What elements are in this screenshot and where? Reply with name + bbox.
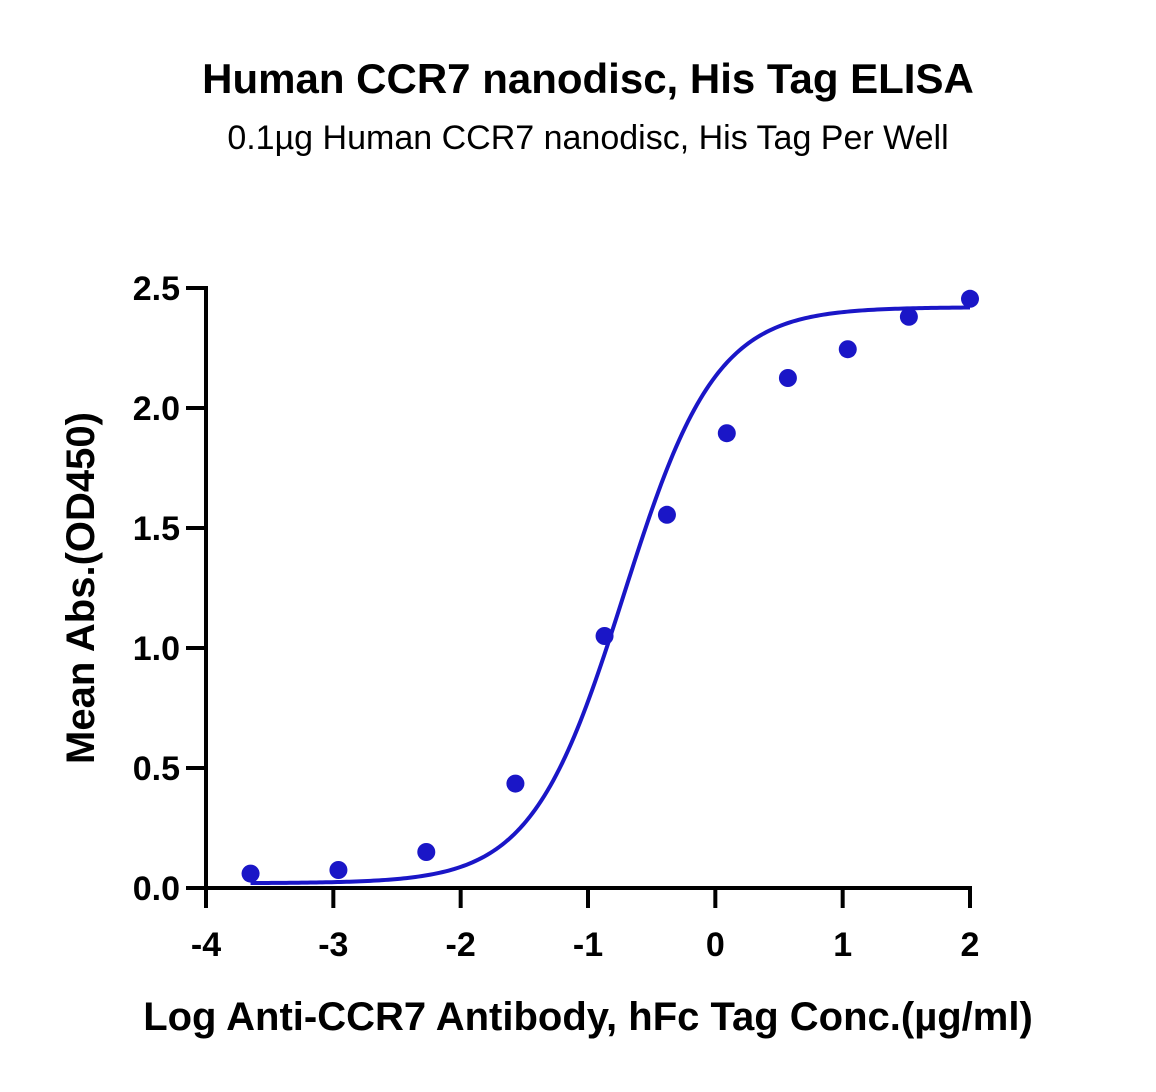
data-point xyxy=(838,340,857,359)
x-axis-label: Log Anti-CCR7 Antibody, hFc Tag Conc.(µg… xyxy=(143,995,1033,1039)
data-point xyxy=(778,369,797,387)
data-point xyxy=(241,864,260,883)
x-tick-label: -2 xyxy=(446,926,476,964)
x-tick-label: -4 xyxy=(191,926,221,964)
x-tick-label: 1 xyxy=(833,926,852,964)
fit-curve xyxy=(250,305,971,886)
data-point xyxy=(657,505,676,524)
data-point xyxy=(961,289,979,308)
x-tick-label: -3 xyxy=(318,926,348,964)
ticks: 0.0 0.5 1.0 1.5 2.0 2.5 -4 -3 -2 -1 0 1 2 xyxy=(133,270,980,964)
y-tick-label: 1.5 xyxy=(133,510,180,548)
y-tick-label: 2.0 xyxy=(133,390,180,428)
chart-subtitle: 0.1µg Human CCR7 nanodisc, His Tag Per W… xyxy=(227,119,948,157)
data-point xyxy=(506,774,525,793)
fit-curve-group xyxy=(250,305,971,886)
y-tick-label: 1.0 xyxy=(133,630,180,668)
data-point xyxy=(717,424,736,443)
data-point xyxy=(899,307,918,326)
data-point xyxy=(329,861,348,879)
x-tick-label: 0 xyxy=(706,926,725,964)
y-tick-label: 0.0 xyxy=(133,870,180,908)
x-tick-label: -1 xyxy=(573,926,603,964)
y-tick-label: 0.5 xyxy=(133,750,180,788)
y-tick-label: 2.5 xyxy=(133,270,180,308)
x-tick-label: 2 xyxy=(961,926,980,964)
chart-title: Human CCR7 nanodisc, His Tag ELISA xyxy=(202,55,974,102)
y-axis-label: Mean Abs.(OD450) xyxy=(59,412,103,764)
data-point xyxy=(595,627,614,645)
data-points xyxy=(241,289,979,883)
axes xyxy=(204,286,972,890)
data-point xyxy=(417,843,436,861)
